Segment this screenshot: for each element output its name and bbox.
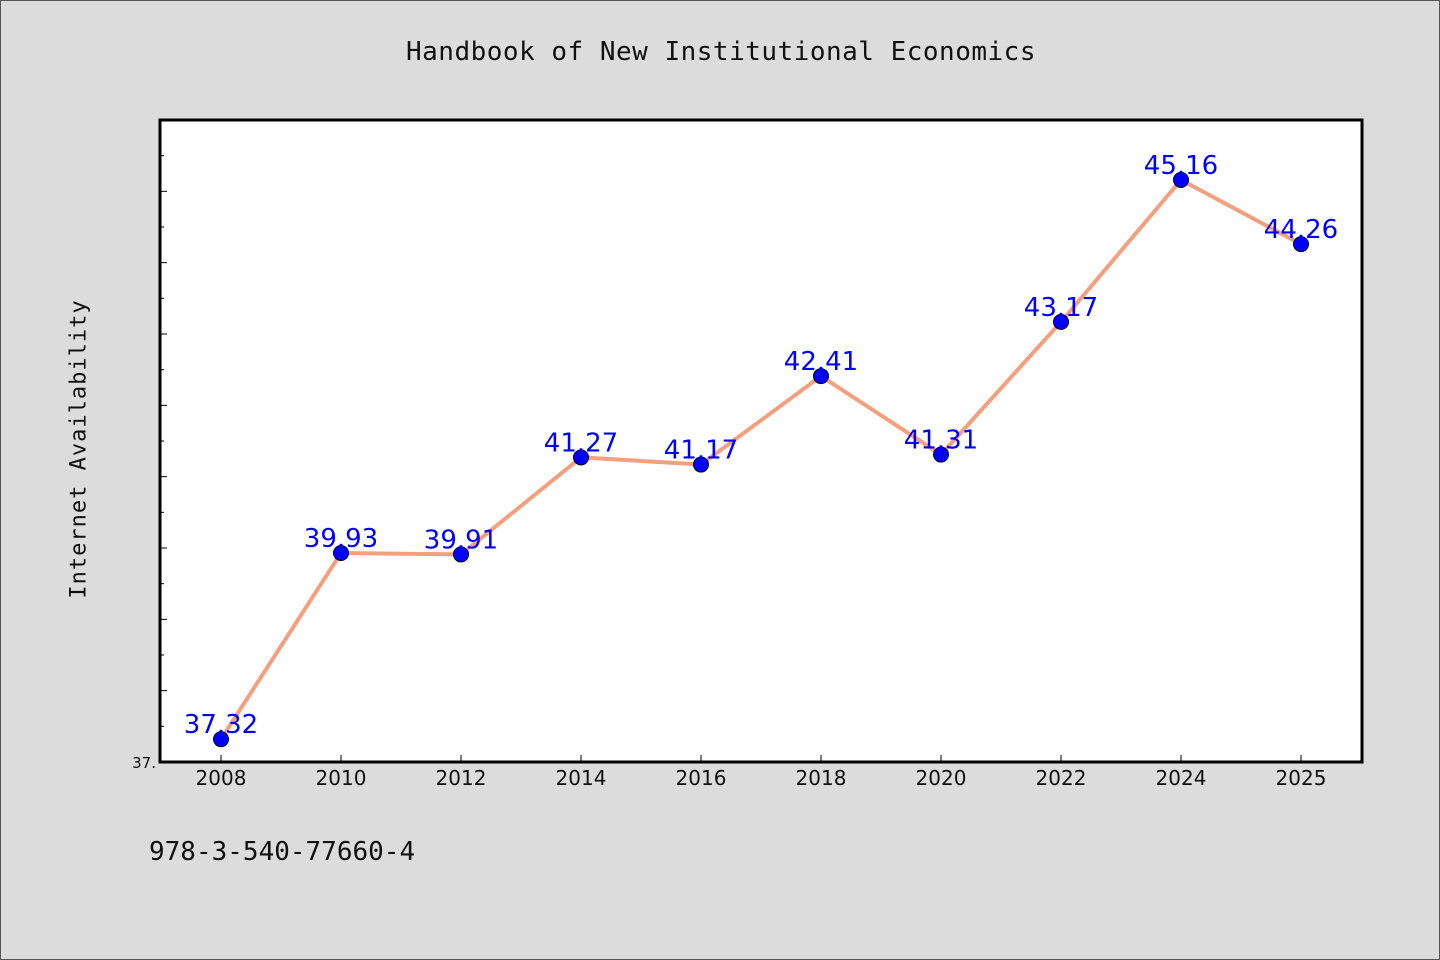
x-tick-label: 2014 — [556, 766, 607, 790]
x-tick-label: 2008 — [196, 766, 247, 790]
data-point — [1053, 313, 1069, 330]
x-tick-label: 2024 — [1156, 766, 1207, 790]
data-point — [693, 456, 709, 473]
x-tick-label: 2012 — [436, 766, 487, 790]
data-point — [333, 544, 349, 561]
data-point — [933, 446, 949, 463]
x-tick-label: 2010 — [316, 766, 367, 790]
data-label: 39.91 — [424, 525, 498, 555]
y-tick-label: 37. — [132, 754, 156, 772]
data-label: 41.31 — [904, 426, 978, 456]
data-point — [1173, 171, 1189, 188]
chart-title: Handbook of New Institutional Economics — [406, 37, 1036, 67]
data-label: 42.41 — [784, 347, 858, 377]
data-point — [213, 731, 229, 748]
x-tick-label: 2020 — [916, 766, 967, 790]
data-label: 37.32 — [184, 710, 258, 740]
data-label: 41.27 — [544, 428, 618, 458]
x-tick-label: 2025 — [1276, 766, 1327, 790]
data-label: 45.16 — [1144, 151, 1218, 181]
plot-frame — [158, 118, 1364, 764]
data-point — [1293, 236, 1309, 253]
x-tick-label: 2018 — [796, 766, 847, 790]
data-point — [573, 449, 589, 466]
data-point — [453, 546, 469, 563]
data-label: 39.93 — [304, 524, 378, 554]
data-label: 41.17 — [664, 436, 738, 466]
series-line — [219, 177, 1303, 742]
data-point — [813, 368, 829, 385]
x-tick-label: 2016 — [676, 766, 727, 790]
data-label: 43.17 — [1024, 293, 1098, 323]
x-tick-label: 2022 — [1036, 766, 1087, 790]
isbn-footer: 978-3-540-77660-4 — [149, 837, 416, 867]
data-label: 44.26 — [1264, 215, 1338, 245]
